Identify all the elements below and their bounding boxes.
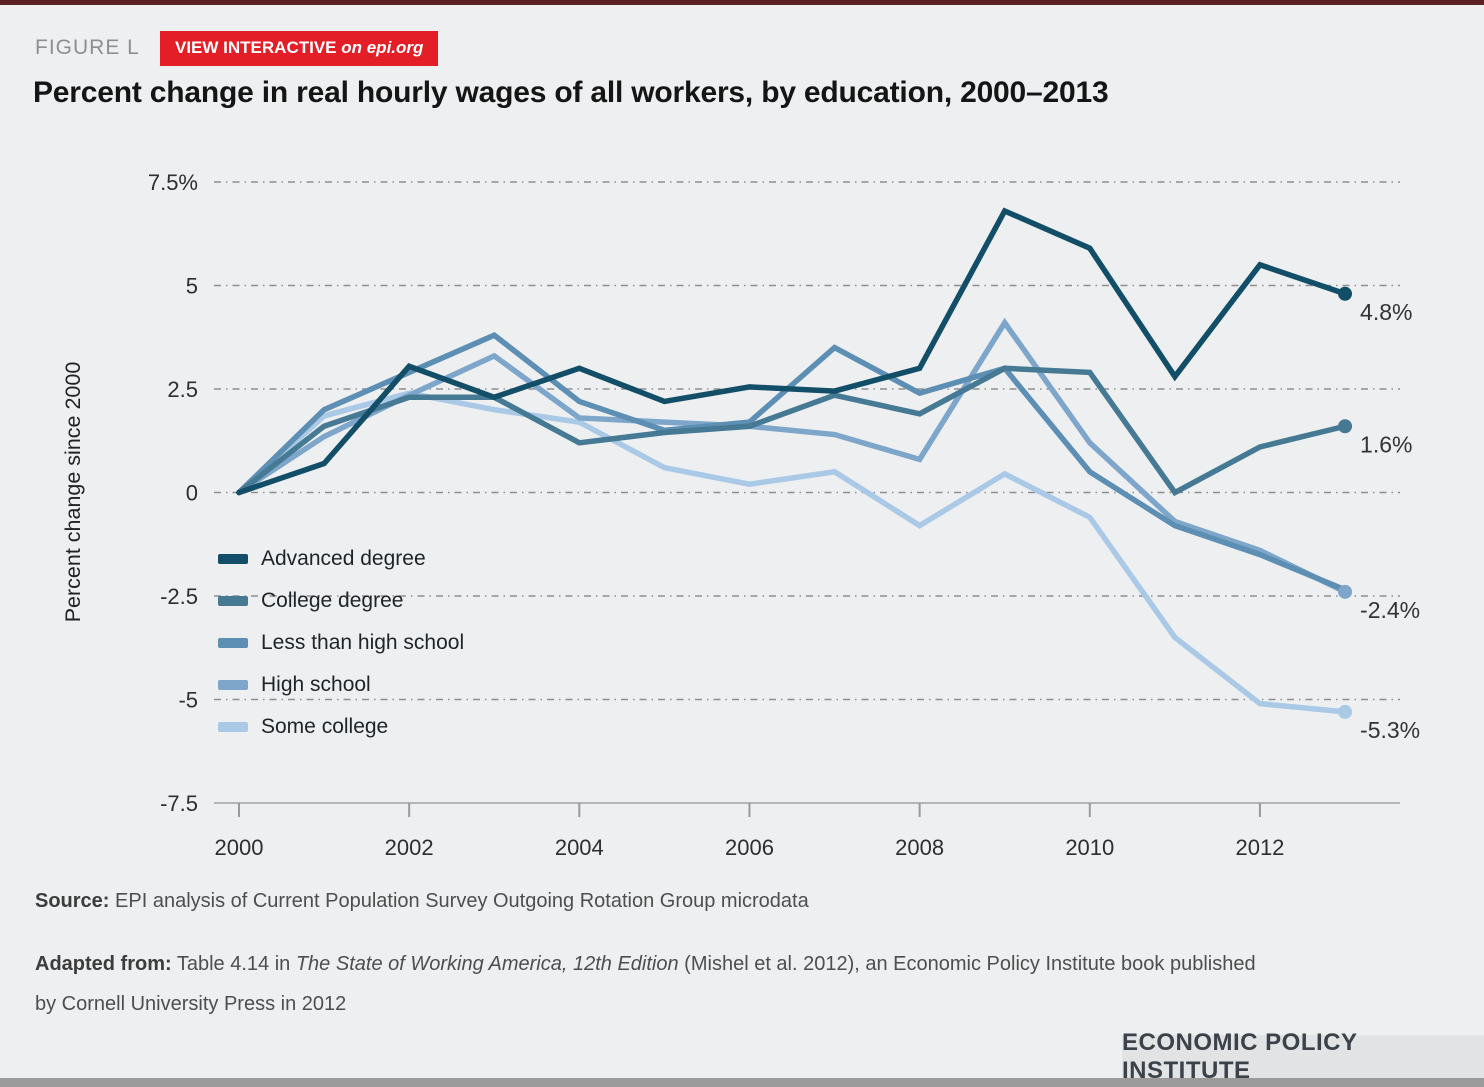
legend-swatch <box>218 554 248 564</box>
x-tick-label: 2002 <box>385 835 434 860</box>
y-tick-label: 0 <box>186 481 198 506</box>
series-end-label-college-degree: 1.6% <box>1360 431 1412 457</box>
source-text: EPI analysis of Current Population Surve… <box>109 890 809 912</box>
legend-label: Some college <box>261 715 389 738</box>
series-end-dot-advanced-degree <box>1338 286 1353 301</box>
legend-label: College degree <box>261 589 404 612</box>
legend-item-less-than-high-school: Less than high school <box>218 622 464 664</box>
series-end-label-advanced-degree: 4.8% <box>1360 299 1412 325</box>
source-note: Source: EPI analysis of Current Populati… <box>35 890 1415 913</box>
legend-label: Advanced degree <box>261 547 426 570</box>
bottom-bar <box>0 1078 1484 1087</box>
x-tick-label: 2008 <box>895 835 944 860</box>
source-label: Source: <box>35 890 110 912</box>
series-end-dot-high-school <box>1338 584 1353 599</box>
x-tick-label: 2004 <box>555 835 604 860</box>
x-tick-label: 2000 <box>215 835 264 860</box>
badge-main-text: VIEW INTERACTIVE <box>175 38 342 57</box>
y-tick-label: -2.5 <box>160 584 198 609</box>
x-tick-label: 2006 <box>725 835 774 860</box>
legend-item-college-degree: College degree <box>218 580 464 622</box>
legend-item-some-college: Some college <box>218 706 464 748</box>
top-accent-bar <box>0 0 1484 5</box>
chart-legend: Advanced degree College degree Less than h… <box>218 538 464 748</box>
x-tick-label: 2010 <box>1065 835 1114 860</box>
y-tick-label: 2.5 <box>167 377 198 402</box>
adapted-label: Adapted from: <box>35 953 172 975</box>
series-end-label-high-school: -2.4% <box>1360 597 1420 623</box>
series-line-less-than-high-school <box>236 332 1348 593</box>
page-title: Percent change in real hourly wages of a… <box>33 76 1109 109</box>
series-end-dot-some-college <box>1338 704 1353 719</box>
adapted-post1: (Mishel et al. 2012), an Economic Policy… <box>678 953 1256 975</box>
series-end-dot-college-degree <box>1338 419 1353 434</box>
badge-italic-text: on epi.org <box>341 38 424 57</box>
adapted-pre: Table 4.14 in <box>171 953 296 975</box>
series-line-advanced-degree <box>236 207 1348 496</box>
legend-label: Less than high school <box>261 631 465 654</box>
series-end-label-some-college: -5.3% <box>1360 717 1420 743</box>
epi-logo-text: ECONOMIC POLICY INSTITUTE <box>1122 1029 1358 1084</box>
y-tick-label: 5 <box>186 274 198 299</box>
series-line-high-school <box>236 317 1348 595</box>
y-tick-label: -7.5 <box>160 791 198 816</box>
legend-swatch <box>218 638 248 648</box>
legend-swatch <box>218 722 248 732</box>
legend-item-high-school: High school <box>218 664 464 706</box>
adapted-post2: by Cornell University Press in 2012 <box>35 993 347 1015</box>
legend-swatch <box>218 596 248 606</box>
epi-logo-box: ECONOMIC POLICY INSTITUTE <box>1122 1029 1484 1084</box>
y-axis-title: Percent change since 2000 <box>61 362 85 623</box>
adapted-book-title: The State of Working America, 12th Editi… <box>295 953 679 975</box>
legend-label: High school <box>261 673 371 696</box>
x-tick-label: 2012 <box>1235 835 1284 860</box>
series-line-college-degree <box>236 365 1348 497</box>
figure-label: FIGURE L <box>35 36 140 59</box>
adapted-note: Adapted from: Table 4.14 in The State of… <box>35 944 1425 1024</box>
legend-swatch <box>218 680 248 690</box>
y-tick-label: 7.5% <box>148 170 198 195</box>
legend-item-advanced-degree: Advanced degree <box>218 538 464 580</box>
y-tick-label: -5 <box>178 688 198 713</box>
view-interactive-badge[interactable]: VIEW INTERACTIVE on epi.org <box>160 31 439 66</box>
